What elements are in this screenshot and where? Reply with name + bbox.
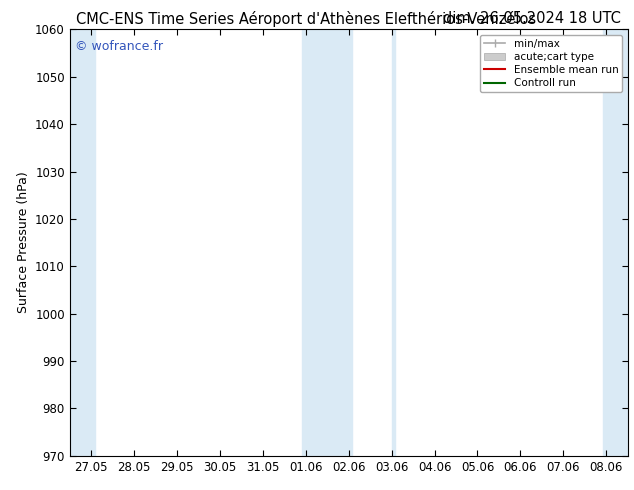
Bar <box>302 29 352 456</box>
Bar <box>70 29 94 456</box>
Legend: min/max, acute;cart type, Ensemble mean run, Controll run: min/max, acute;cart type, Ensemble mean … <box>480 35 623 92</box>
Y-axis label: Surface Pressure (hPa): Surface Pressure (hPa) <box>16 172 30 314</box>
Text: CMC-ENS Time Series Aéroport d'Athènes Elefthérios-Venizélos: CMC-ENS Time Series Aéroport d'Athènes E… <box>76 11 536 27</box>
Bar <box>603 29 628 456</box>
Text: © wofrance.fr: © wofrance.fr <box>75 40 164 53</box>
Text: dim. 26.05.2024 18 UTC: dim. 26.05.2024 18 UTC <box>443 11 621 26</box>
Bar <box>392 29 395 456</box>
